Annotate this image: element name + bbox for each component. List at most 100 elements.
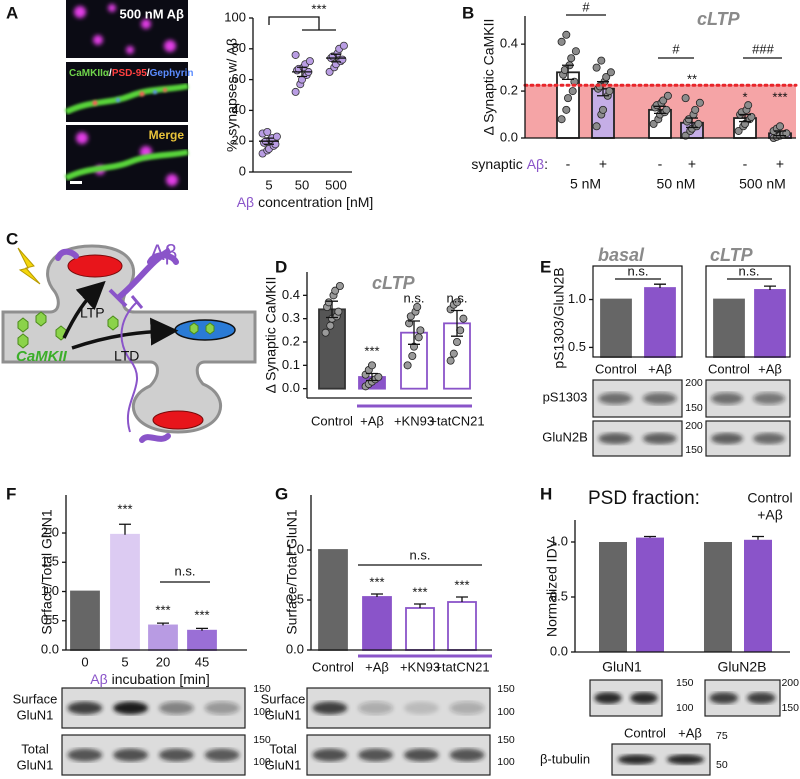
chart-title: PSD fraction: [588, 488, 700, 509]
mw-marker: 200 [685, 420, 703, 432]
error-bar [331, 53, 341, 63]
mw-marker: 150 [253, 734, 271, 746]
data-point [557, 37, 566, 46]
mw-marker: 150 [781, 702, 799, 714]
error-bar [654, 283, 666, 289]
blot-label: pS1303 [543, 389, 588, 404]
shape [152, 410, 204, 430]
x-tick-label: +Aβ [360, 413, 384, 428]
significance: # [582, 0, 590, 14]
diagram-label: LTP [80, 305, 105, 321]
blot-band [204, 748, 240, 762]
y-axis-label: Δ Synaptic CaMKII [481, 19, 497, 136]
error-bar [196, 627, 208, 631]
x-axis-label: Aβ concentration [nM] [237, 194, 374, 210]
blot [61, 734, 246, 776]
y-tick-label: 1.0 [41, 583, 59, 598]
significance: *** [772, 89, 787, 104]
bar [110, 533, 140, 651]
data-point [605, 87, 614, 96]
condition-label: - [743, 156, 748, 172]
group-label: 50 nM [657, 176, 696, 192]
blot-band [598, 432, 633, 445]
y-axis-label: Surface/Total GluN1 [39, 509, 55, 634]
panel-label: C [6, 229, 18, 248]
error-bar [456, 596, 468, 602]
stain: Gephyrin [150, 68, 194, 79]
x-tick-label: Control [312, 659, 354, 674]
label-part: incubation [min] [112, 671, 210, 687]
significance: * [742, 89, 747, 104]
significance: *** [454, 577, 469, 592]
bar [744, 539, 772, 652]
blot-label: Surface [13, 691, 58, 706]
data-point [571, 47, 580, 56]
mw-marker: 100 [497, 706, 515, 718]
error-bar [774, 130, 786, 137]
blot-band [753, 392, 785, 405]
label-part: Aβ [527, 156, 544, 172]
blot-label: GluN2B [542, 429, 588, 444]
blot-band [204, 701, 240, 715]
diagram-label: CaMKII [16, 348, 68, 365]
data-point [663, 91, 672, 100]
shape [189, 322, 199, 335]
condition-label: + [776, 156, 784, 172]
data-point [291, 50, 300, 59]
blot [704, 679, 781, 717]
bar [447, 601, 477, 651]
shape [93, 35, 103, 45]
shape [153, 90, 157, 94]
data-point [691, 105, 700, 114]
error-bar [414, 603, 426, 608]
error-bar [157, 622, 169, 626]
group [55, 248, 179, 443]
blot-label: Surface [261, 691, 306, 706]
mw-marker: 150 [676, 677, 694, 689]
blot-label: GluN1 [17, 757, 54, 772]
y-tick-label: 0.1 [282, 357, 300, 372]
blot-label: GluN2B [717, 659, 766, 675]
blot-band [449, 701, 485, 715]
error-bar [297, 66, 307, 78]
bar [754, 289, 786, 358]
error-bar [366, 372, 378, 382]
x-tick-label: +Aβ [648, 361, 672, 376]
mw-marker: 75 [716, 730, 728, 742]
data-point [291, 87, 300, 96]
x-tick-label: Control [311, 413, 353, 428]
group [116, 90, 157, 102]
shape [64, 83, 189, 115]
blot-band [753, 432, 785, 445]
data-point [452, 337, 461, 346]
data-point [734, 126, 743, 135]
mw-marker: 200 [685, 377, 703, 389]
error-bar [686, 117, 698, 129]
error-bar [644, 535, 656, 538]
condition-label: - [566, 156, 571, 172]
y-tick-label: 0.5 [286, 591, 304, 606]
blot [589, 679, 663, 717]
data-point [597, 56, 606, 65]
data-point [694, 119, 703, 128]
mw-marker: 150 [253, 683, 271, 695]
x-tick-label: +tatCN21 [434, 659, 489, 674]
shape [62, 280, 106, 339]
data-point [321, 328, 330, 337]
y-tick-label: 1.5 [41, 554, 59, 569]
y-axis-label: % synapses w/ Aβ [224, 38, 240, 152]
data-point [334, 307, 343, 316]
stain-sep: / [109, 68, 112, 79]
shape [71, 317, 179, 350]
y-tick-label: 1.0 [286, 541, 304, 556]
significance: ** [687, 71, 697, 86]
data-point [662, 105, 671, 114]
shape [205, 322, 215, 335]
shape [55, 248, 79, 261]
data-point [446, 356, 455, 365]
blot-band [598, 392, 633, 405]
y-tick-label: 60 [232, 71, 246, 86]
significance-bracket [566, 14, 782, 59]
group-label: 5 nM [570, 176, 601, 192]
group [17, 311, 215, 349]
